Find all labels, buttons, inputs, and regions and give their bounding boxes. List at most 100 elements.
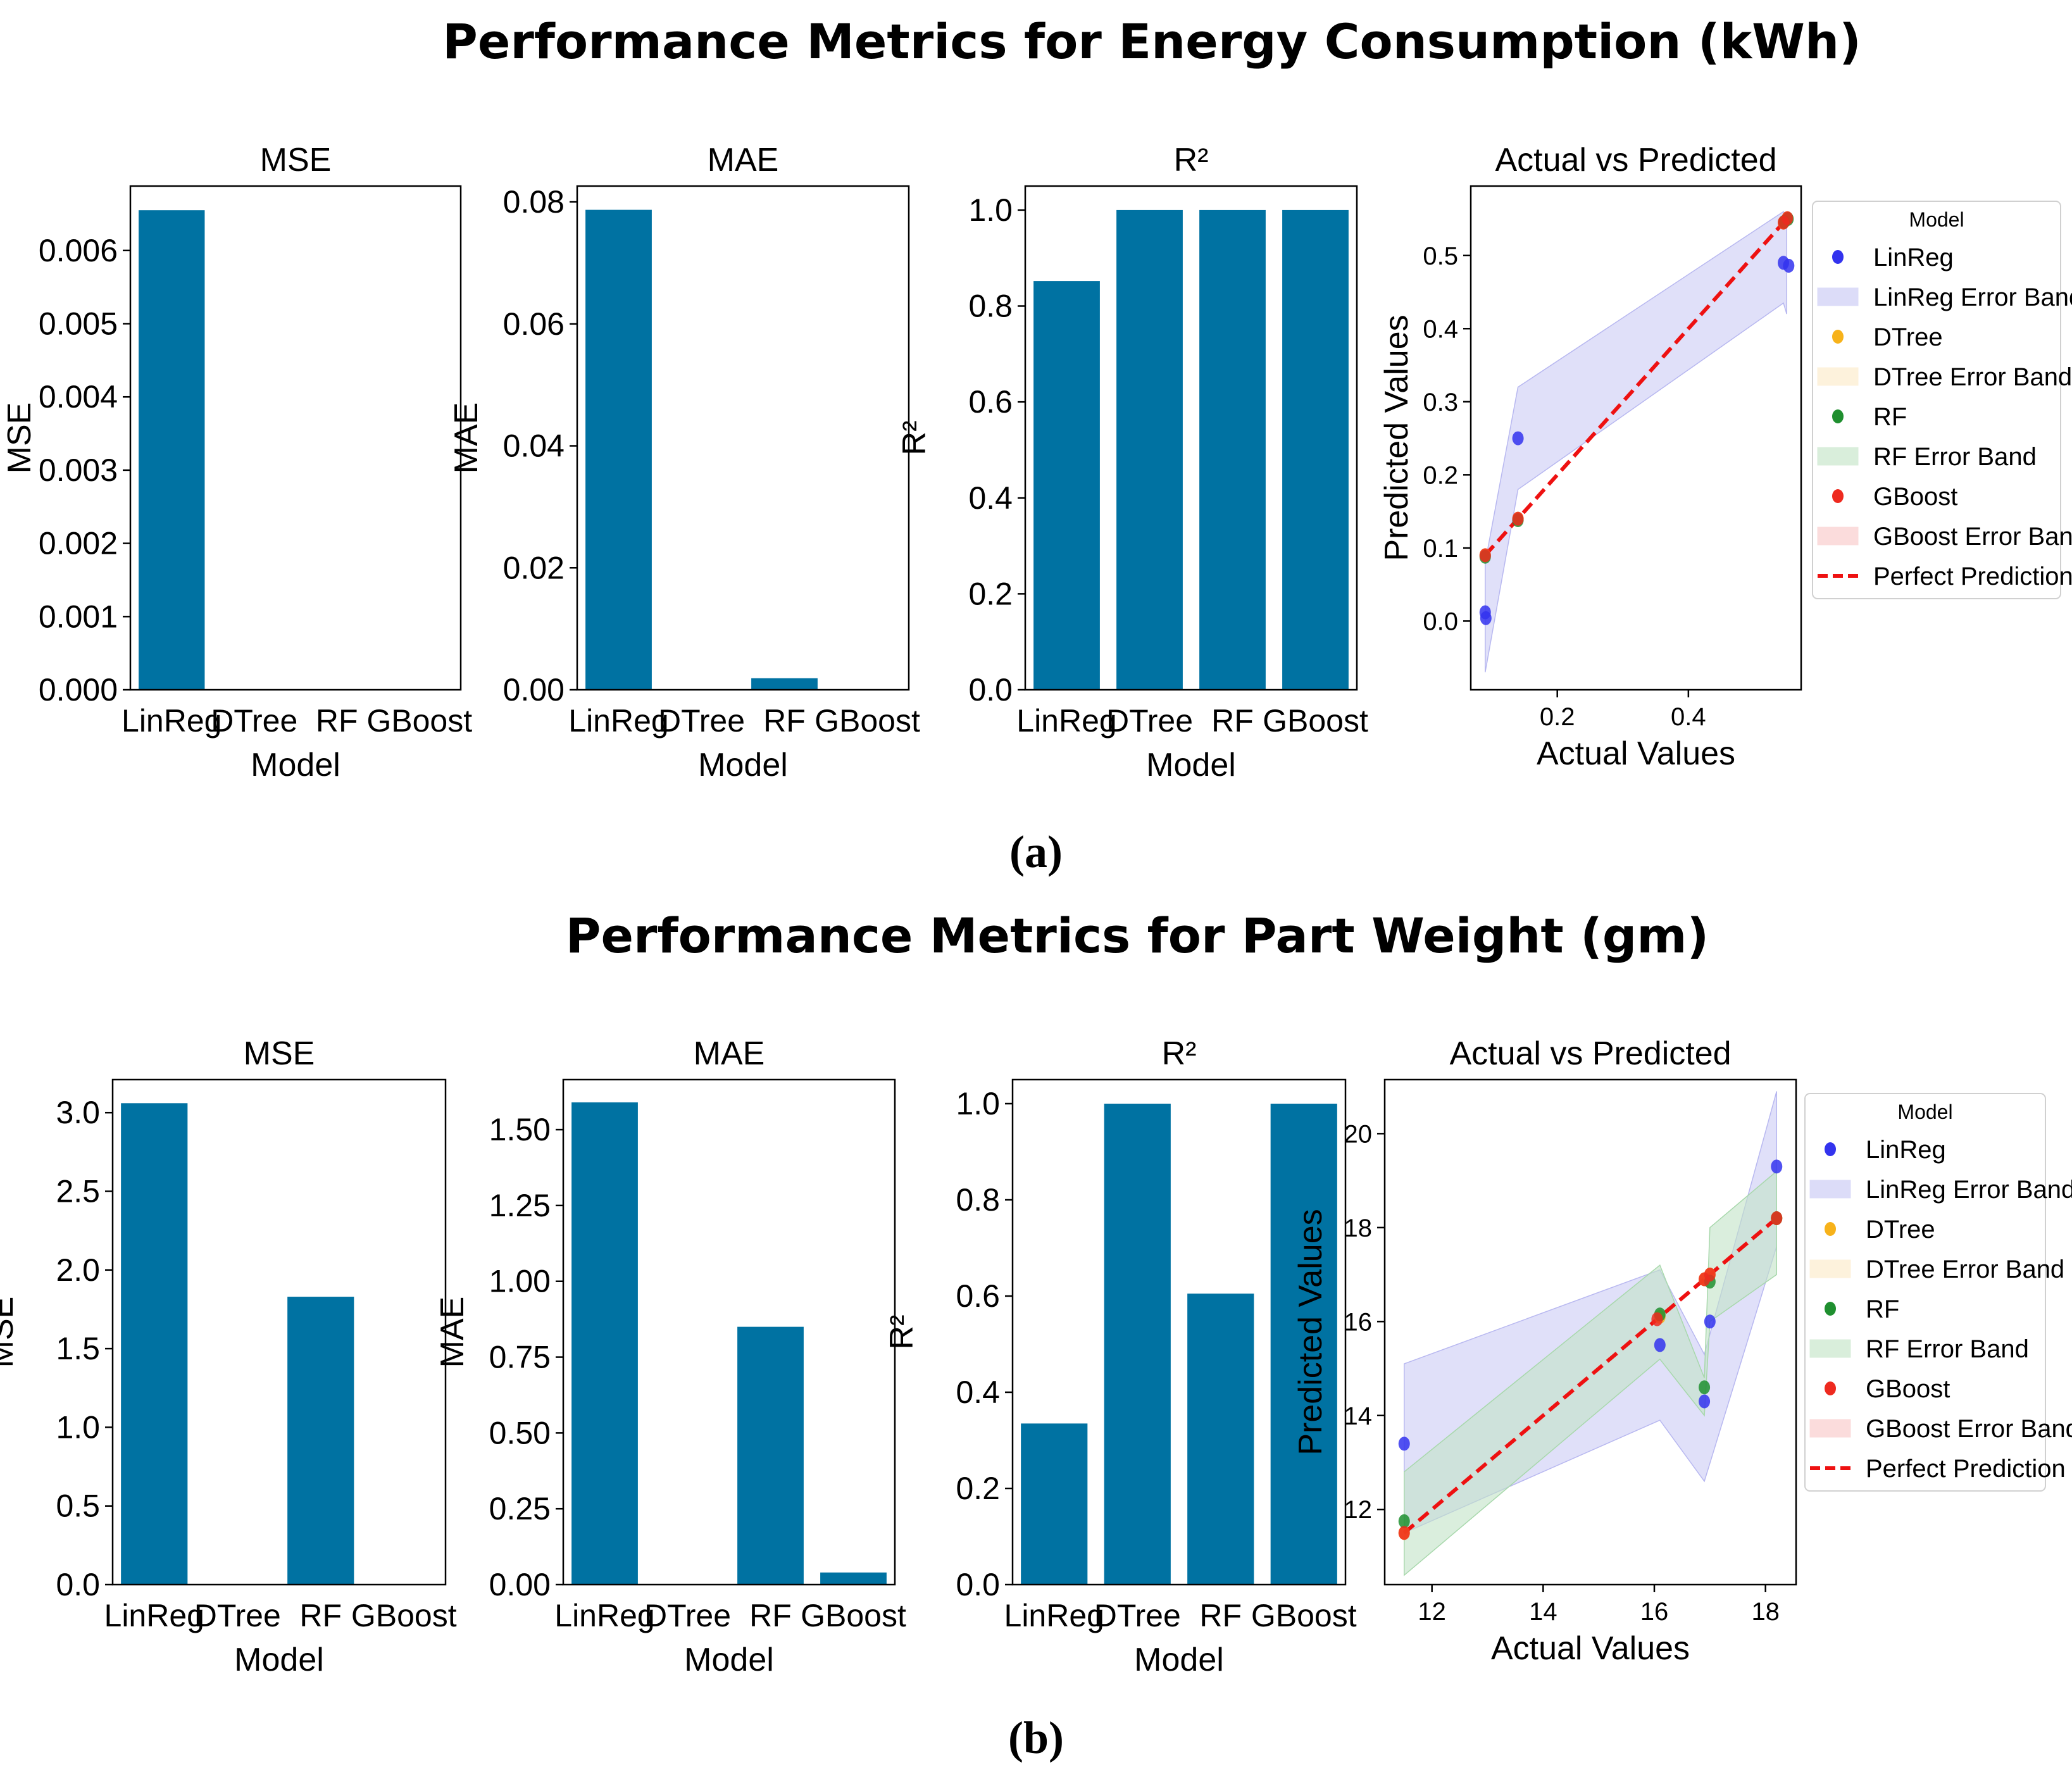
p1-bar0-xlabel: Model [234,1642,324,1678]
p1-scatter-linreg-point-3 [1704,1314,1716,1329]
p0-scatter-legend-title: Model [1909,208,1964,231]
p1-bar0-xtick-3: GBoost [351,1598,457,1633]
p0-scatter-legend-label-6: GBoost [1873,483,1957,511]
p0-scatter-xlabel: Actual Values [1537,735,1735,772]
p1-scatter-legend-marker-5 [1809,1339,1851,1358]
p0-bar2-xtick-3: GBoost [1263,703,1368,739]
sublabel-a: (a) [1009,826,1063,877]
p0-bar2-ytick-4: 0.8 [968,289,1013,324]
p0-bar1-bar-linreg [585,209,652,690]
p0-scatter-legend-marker-0 [1832,250,1844,264]
p0-bar1-ytick-1: 0.02 [503,550,565,585]
p1-bar0-ytick-0: 0.0 [56,1567,100,1602]
p0-bar1-ytick-2: 0.04 [503,428,565,464]
p0-scatter-frame [1470,185,1802,691]
p1-bar2-bar-linreg [1021,1423,1088,1585]
p0-bar0-xlabel: Model [251,747,340,783]
p0-scatter-ylabel: Predicted Values [1378,315,1415,561]
p0-bar2-frame [1024,185,1358,691]
p0-scatter-linreg-point-4 [1783,258,1795,273]
p1-bar2-xtick-2: RF [1199,1598,1242,1633]
p1-bar2-ytick-5: 1.0 [956,1086,1000,1121]
p0-bar0-ylabel: MSE [1,402,38,474]
p0-bar0-ytick-0: 0.000 [39,672,118,708]
p0-bar1-xlabel: Model [698,747,788,783]
p1-scatter-legend-label-7: GBoost Error Band [1866,1415,2072,1443]
p0-bar2-bar-rf [1199,209,1266,690]
p0-scatter-legend-marker-3 [1817,367,1859,386]
p0-scatter-ytick-1: 0.1 [1423,535,1458,563]
p0-scatter-ytick-0: 0.0 [1423,608,1458,635]
p1-bar2-xtick-0: LinReg [1004,1598,1104,1633]
p1-scatter-legend-label-4: RF [1866,1295,1899,1323]
p0-scatter-legend-marker-2 [1832,330,1844,344]
p1-bar1-xtick-2: RF [749,1598,792,1633]
p1-scatter-legend-label-8: Perfect Prediction [1866,1455,2066,1483]
p1-bar1-bar-linreg [571,1102,638,1585]
p1-scatter-rf-point-2 [1699,1380,1711,1395]
p1-bar1-bar-rf [737,1326,804,1585]
p1-scatter-legend-marker-1 [1809,1180,1851,1199]
p1-scatter-gboost-point-4 [1771,1211,1783,1225]
p1-scatter-ytick-0: 12 [1344,1496,1373,1524]
p1-bar1-ytick-1: 0.25 [489,1491,551,1526]
p0-bar2-bar-linreg [1033,281,1100,690]
p1-bar1-ytick-4: 1.00 [489,1264,551,1299]
p1-scatter-legend-box [1804,1093,2046,1492]
p1-bar2-ytick-1: 0.2 [956,1471,1000,1506]
p0-bar2-xtick-0: LinReg [1016,703,1116,739]
p1-bar0-xtick-1: DTree [194,1598,281,1633]
p0-scatter-legend-marker-7 [1817,527,1859,546]
p0-scatter-xtick-0: 0.2 [1540,703,1575,731]
p0-bar1-xtick-2: RF [763,703,806,739]
p1-bar2-ytick-2: 0.4 [956,1375,1000,1410]
p0-bar2-bar-gboost [1282,209,1349,690]
p0-bar0-ytick-2: 0.002 [39,526,118,561]
p1-scatter-rf-point-0 [1398,1514,1410,1528]
p0-scatter-xtick-1: 0.4 [1671,703,1706,731]
p0-bar1-title: MAE [708,142,779,178]
p0-bar2-xtick-2: RF [1211,703,1254,739]
suptitle-a: Performance Metrics for Energy Consumpti… [442,13,1861,70]
p0-scatter-legend-box [1812,201,2061,599]
p1-bar1-ytick-6: 1.50 [489,1112,551,1147]
p0-bar1-xtick-3: GBoost [814,703,920,739]
p0-bar0-title: MSE [260,142,332,178]
p1-scatter-gboost-point-1 [1651,1312,1663,1326]
p1-bar1-bar-gboost [820,1572,887,1585]
p1-bar0-ytick-4: 2.0 [56,1252,100,1288]
p1-bar0-frame [111,1078,447,1586]
p0-scatter-legend-label-2: DTree [1873,323,1943,351]
suptitle-b: Performance Metrics for Part Weight (gm) [566,907,1709,964]
p1-bar0-ytick-3: 1.5 [56,1331,100,1366]
p1-bar2-xlabel: Model [1134,1642,1224,1678]
p0-bar0-ytick-3: 0.003 [39,452,118,488]
p1-bar1-xtick-0: LinReg [554,1598,654,1633]
p0-bar0-ytick-1: 0.001 [39,599,118,634]
p0-bar0-xtick-3: GBoost [366,703,472,739]
p1-scatter-gboost-point-0 [1398,1526,1410,1540]
p0-bar2-ytick-0: 0.0 [968,672,1013,708]
p1-scatter-legend-marker-7 [1809,1419,1851,1438]
p0-bar1-ylabel: MAE [448,402,485,474]
p1-bar1-frame [562,1078,896,1586]
p1-bar2-bar-rf [1187,1294,1254,1585]
p1-scatter-rf-error-band [1403,1170,1778,1576]
p0-bar2-ytick-2: 0.4 [968,480,1013,516]
p1-bar1-title: MAE [694,1035,765,1072]
p0-bar2-ytick-3: 0.6 [968,384,1013,420]
p1-scatter-legend-title: Model [1897,1100,1952,1123]
p1-scatter-legend-marker-2 [1825,1222,1836,1236]
p1-scatter-ylabel: Predicted Values [1292,1209,1329,1455]
p1-scatter-ytick-2: 16 [1344,1308,1373,1336]
p1-scatter-ytick-4: 20 [1344,1120,1373,1148]
p1-scatter-legend-marker-0 [1825,1142,1836,1156]
p1-scatter-linreg-point-2 [1699,1394,1711,1409]
p1-scatter-xtick-1: 14 [1529,1598,1557,1626]
p0-scatter-legend-label-3: DTree Error Band [1873,363,2072,391]
p0-scatter-title: Actual vs Predicted [1495,142,1776,178]
p1-scatter-frame [1383,1078,1797,1586]
p1-bar1-xtick-3: GBoost [801,1598,906,1633]
p0-scatter-legend-label-7: GBoost Error Band [1873,523,2072,551]
